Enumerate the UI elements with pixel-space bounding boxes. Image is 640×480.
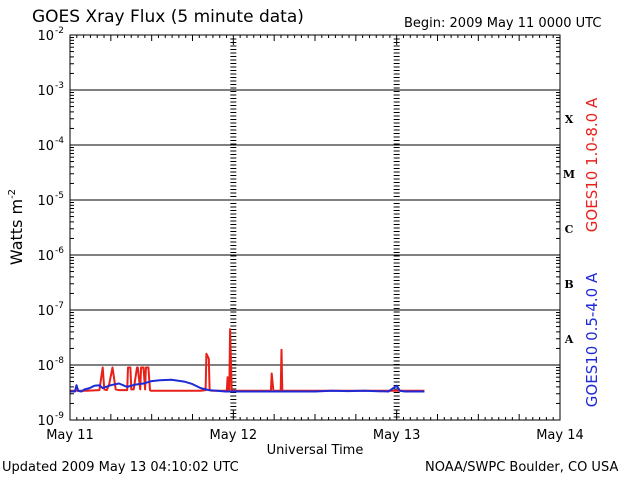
series-line-0 — [70, 328, 425, 392]
updated-timestamp: Updated 2009 May 13 04:10:02 UTC — [2, 460, 239, 475]
y-tick-exponent: -8 — [55, 356, 64, 366]
y-tick-exponent: -6 — [55, 246, 64, 256]
y-tick-exponent: -5 — [55, 191, 64, 201]
flare-class-B: B — [564, 278, 573, 291]
y-tick-label: 10 — [37, 249, 54, 264]
y-tick-exponent: -2 — [55, 26, 64, 36]
x-axis-label: Universal Time — [267, 443, 364, 458]
y-axis-label-exponent: -2 — [7, 189, 18, 199]
credit-text: NOAA/SWPC Boulder, CO USA — [425, 460, 619, 475]
chart-title: GOES Xray Flux (5 minute data) — [32, 7, 304, 27]
flare-class-X: X — [565, 113, 574, 126]
flare-class-A: A — [564, 333, 574, 346]
x-tick-label: May 13 — [373, 428, 421, 443]
flare-class-C: C — [565, 223, 574, 236]
y-axis-label: Watts m-2 — [7, 189, 26, 265]
plot-frame — [69, 34, 561, 421]
y-tick-label: 10 — [37, 194, 54, 209]
y-tick-label: 10 — [37, 359, 54, 374]
x-tick-label: May 12 — [210, 428, 258, 443]
y-tick-exponent: -7 — [55, 301, 64, 311]
day-tick-columns — [230, 38, 400, 418]
series-layer — [70, 328, 425, 393]
y-tick-label: 10 — [37, 29, 54, 44]
series-line-1 — [70, 378, 425, 393]
legend-short-channel: GOES10 0.5-4.0 A — [583, 272, 601, 407]
x-tick-label: May 14 — [536, 428, 584, 443]
x-tick-label: May 11 — [46, 428, 94, 443]
x-axis: May 11 May 12 May 13 May 14 — [46, 35, 584, 443]
decade-gridlines — [70, 89, 560, 366]
y-tick-exponent: -4 — [55, 136, 64, 146]
y-tick-label: 10 — [37, 84, 54, 99]
flare-class-M: M — [563, 168, 575, 181]
y-tick-exponent: -3 — [55, 81, 64, 91]
flare-class-labels: A B C M X — [563, 113, 575, 346]
y-tick-label: 10 — [37, 139, 54, 154]
y-tick-exponent: -9 — [55, 411, 64, 421]
legend-long-channel: GOES10 1.0-8.0 A — [583, 97, 601, 232]
y-tick-label: 10 — [37, 304, 54, 319]
y-axis: 10-910-810-710-610-510-410-310-2 — [37, 26, 560, 429]
y-tick-label: 10 — [37, 414, 54, 429]
begin-time: Begin: 2009 May 11 0000 UTC — [404, 16, 602, 31]
